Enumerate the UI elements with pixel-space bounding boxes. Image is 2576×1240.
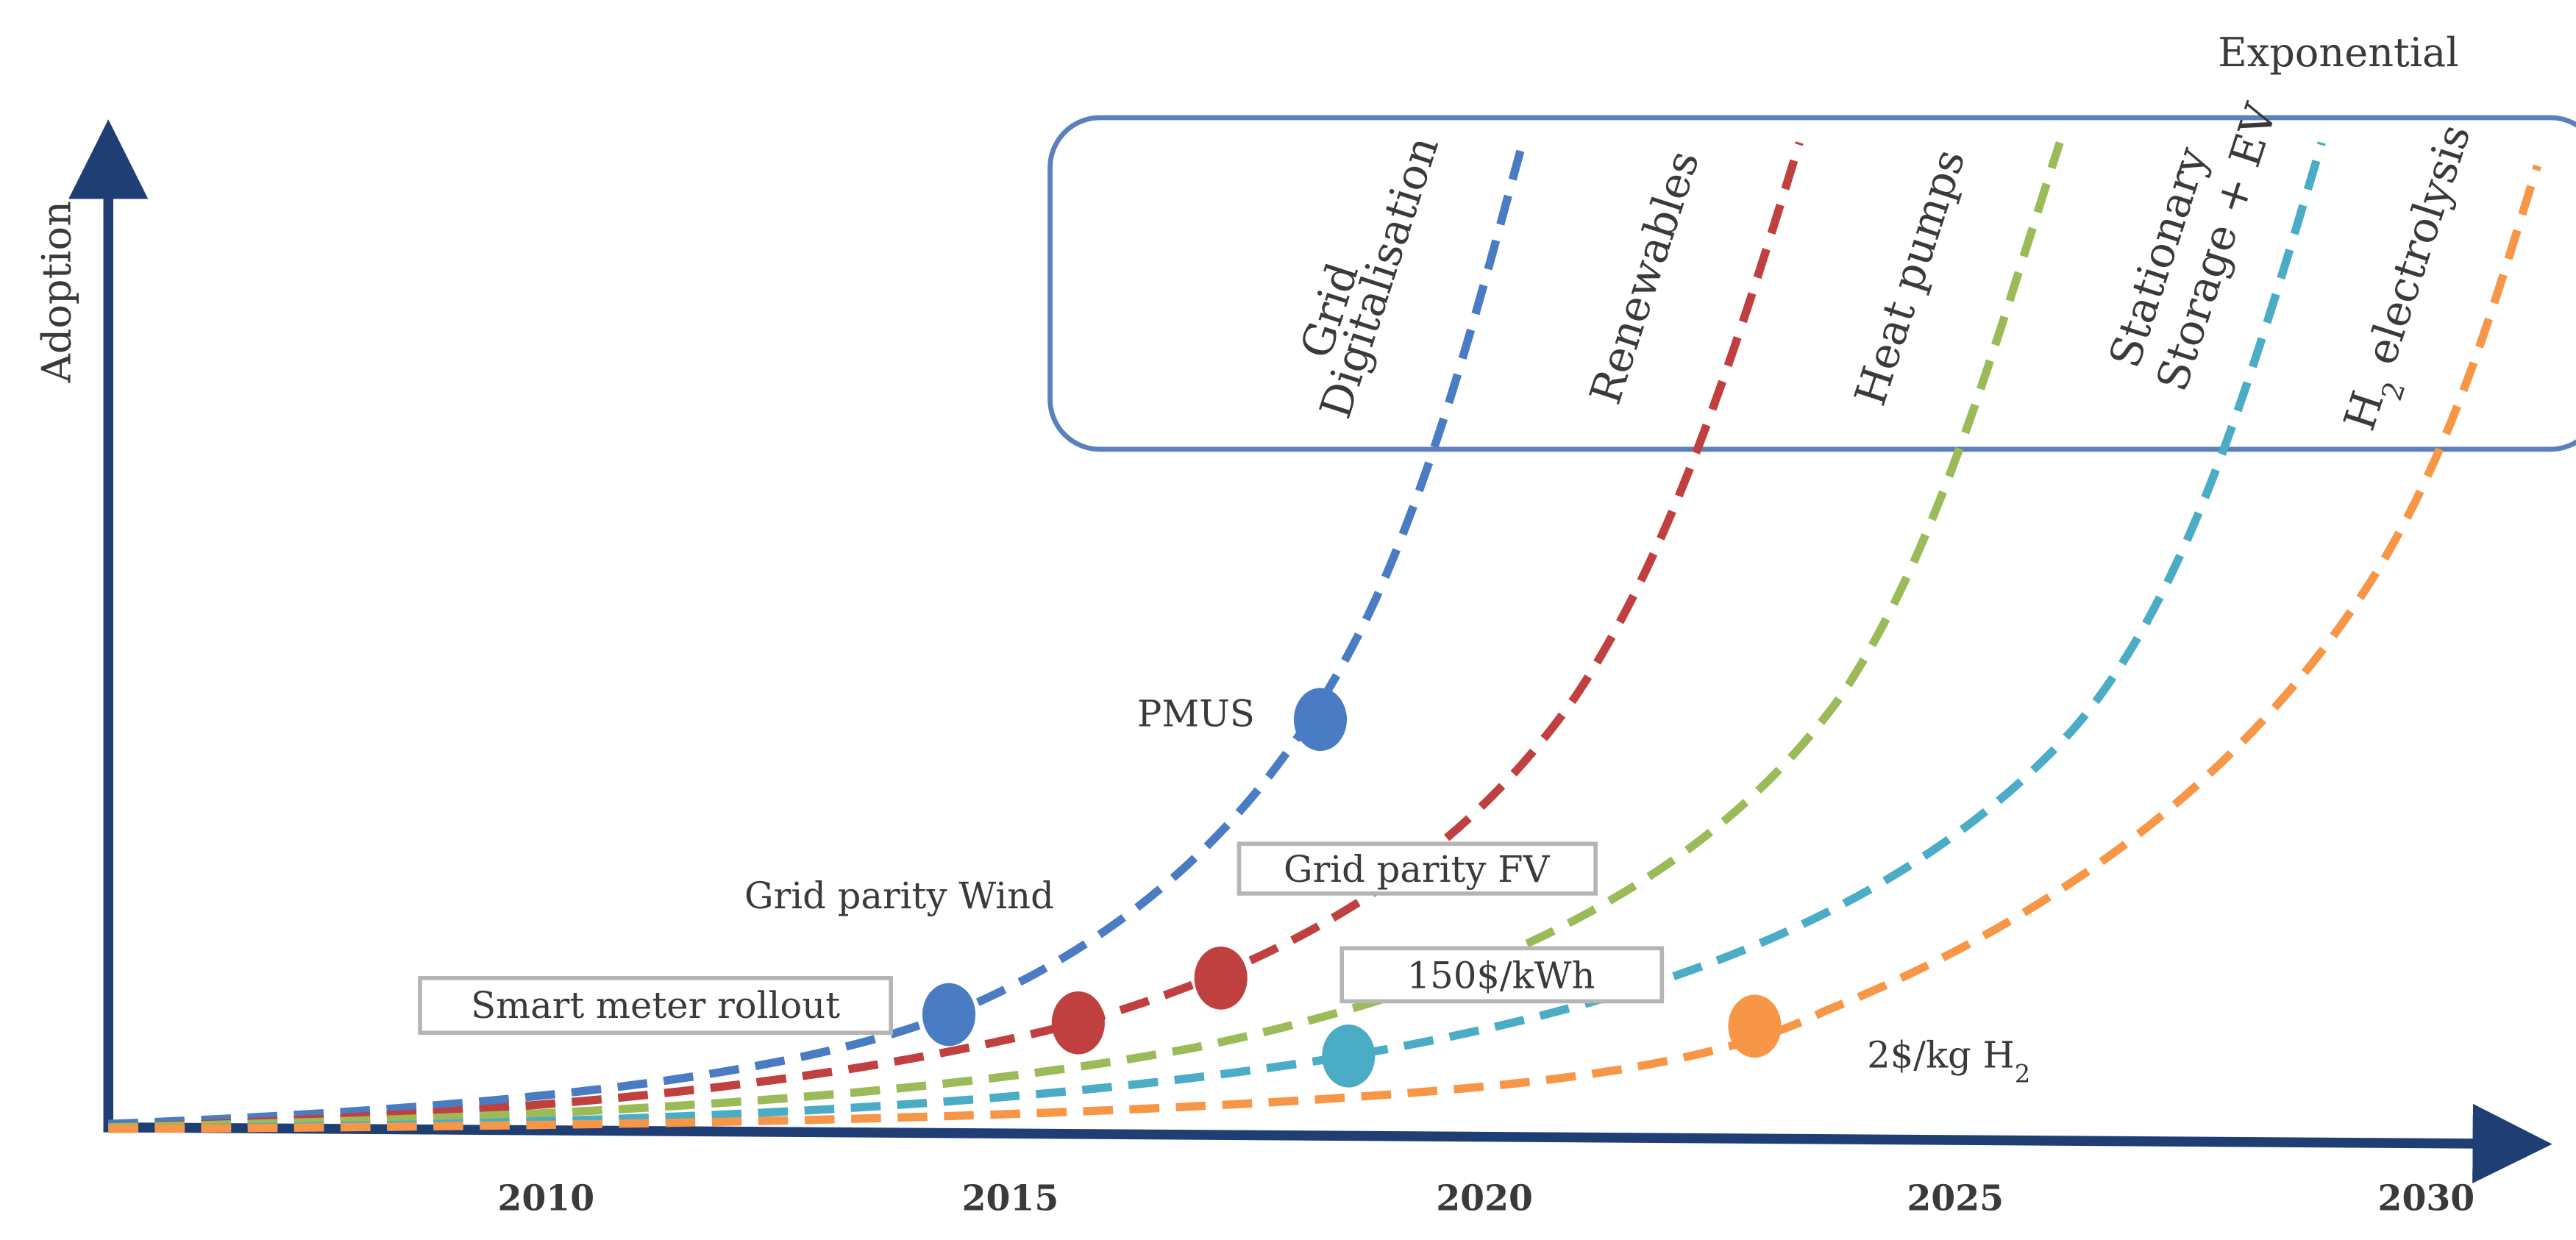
battery-cost-box [1339,946,1665,1004]
x-tick-2020: 2020 [1436,1178,1533,1219]
dot-pmus [1293,688,1348,752]
curve-labels: Grid Digitalisation Renewables Heat pump… [1291,96,2493,441]
x-tick-2010: 2010 [497,1178,594,1219]
h2-cost-label: 2$/kg H2 [1867,1034,2030,1088]
x-tick-labels: 2010 2015 2020 2025 2030 [497,1178,2474,1219]
y-axis-label: Adoption [33,201,79,383]
exponential-region-box [1047,115,2576,452]
x-tick-2015: 2015 [962,1178,1059,1219]
smart-meter-label: Smart meter rollout [471,984,840,1027]
x-tick-2030: 2030 [2378,1178,2475,1219]
grid-parity-fv-label: Grid parity FV [1284,848,1551,891]
milestone-dots [922,688,1782,1088]
x-axis [103,1103,2552,1183]
dot-battery-cost [1322,1024,1376,1088]
dot-smart-meter [922,983,976,1047]
grid-parity-wind-label: Grid parity Wind [744,874,1054,917]
curve-renewables [108,141,1804,1132]
curve-label-heat-pumps: Heat pumps [1845,143,1974,412]
curve-h2-electrolysis [108,164,2541,1133]
x-tick-2025: 2025 [1907,1178,2004,1219]
grid-parity-fv-box [1237,841,1598,896]
dot-grid-parity-wind [1051,991,1105,1055]
milestone-labels: Smart meter rollout Grid parity Wind PMU… [418,692,2030,1088]
dot-grid-parity-fv [1194,947,1248,1010]
curve-label-renewables: Renewables [1580,145,1709,410]
smart-meter-box [418,976,893,1036]
pmus-label: PMUS [1137,692,1255,735]
curve-label-h2: H2 electrolysis [2334,118,2493,441]
curve-heat-pumps [108,141,2064,1132]
exponential-label: Exponential [2218,29,2458,76]
curve-grid-digitalisation [108,141,1527,1128]
battery-cost-label: 150$/kWh [1407,954,1595,997]
dot-h2-cost [1728,994,1782,1058]
